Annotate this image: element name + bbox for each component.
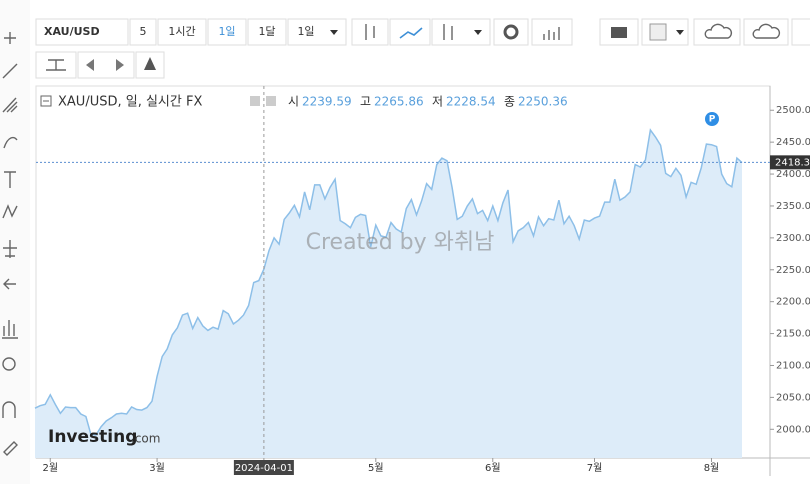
cloud-icon: [704, 23, 733, 39]
cloud-load-button[interactable]: [693, 18, 741, 46]
x-tick-label: 2024-04-01: [235, 463, 293, 474]
x-tick-label: 8월: [704, 462, 720, 474]
left-toolbar[interactable]: [0, 0, 30, 484]
marker-label: P: [709, 115, 716, 125]
top-toolbar: XAU/USD 5 1시간 1일 1달 1일: [35, 18, 810, 79]
bar-icon: [443, 24, 453, 40]
logo-suffix: .com: [131, 432, 160, 446]
ohlc-label: 고: [360, 95, 371, 109]
marks: [34, 86, 770, 458]
y-tick-label: 2350.00: [776, 201, 810, 212]
candle-button[interactable]: [351, 18, 389, 46]
magnet-tool[interactable]: [2, 401, 16, 418]
x-tick-label: 5월: [368, 462, 384, 474]
candle-icon: [365, 24, 375, 40]
fork-tool[interactable]: [2, 97, 18, 113]
camera-icon: [611, 27, 627, 38]
ohlc-value: 2228.54: [446, 95, 496, 109]
ohlc-value: 2250.36: [518, 95, 568, 109]
cloud-save-button[interactable]: [743, 18, 789, 46]
interval-button[interactable]: [207, 18, 247, 46]
y-tick-label: 2000.00: [776, 424, 810, 435]
zoom-tool[interactable]: [2, 357, 16, 371]
lock-tool[interactable]: [3, 441, 18, 456]
interval-button[interactable]: [157, 18, 207, 46]
ohlc-value: 2265.86: [374, 95, 424, 109]
settings-button[interactable]: [493, 18, 529, 46]
interval-label: 1달: [258, 25, 275, 38]
settings-icon[interactable]: [250, 96, 260, 106]
x-crosshair-box: [233, 460, 294, 475]
last-price-label: 2418.35: [775, 157, 810, 168]
fullscreen-button[interactable]: [791, 18, 810, 46]
ohlc-value: 2239.59: [302, 95, 352, 109]
ohlc-label: 시: [288, 95, 299, 109]
y-tick-label: 2500.00: [776, 105, 810, 116]
symbol: XAU/USD: [44, 25, 100, 38]
x-tick-label: 7월: [587, 462, 603, 474]
logo: Investing: [48, 427, 137, 447]
y-tick-label: 2050.00: [776, 392, 810, 403]
close-icon[interactable]: [266, 96, 276, 106]
bar-button[interactable]: [431, 18, 491, 46]
undo-icon: [86, 59, 124, 71]
gear-icon: [503, 24, 519, 40]
dropdown-arrow: [474, 30, 482, 35]
text-tool[interactable]: [4, 171, 16, 188]
back-tool[interactable]: [3, 278, 16, 290]
pattern-tool[interactable]: [2, 204, 18, 219]
study-icon: [543, 27, 560, 40]
range-label: 1일: [297, 24, 314, 38]
price-line: [34, 128, 743, 436]
scale-icon: [46, 59, 66, 71]
interval-label: 1시간: [168, 25, 195, 38]
symbol-box[interactable]: [35, 18, 129, 46]
ohlc-label: 저: [432, 95, 443, 109]
y-tick-label: 2200.00: [776, 297, 810, 308]
measure-tool[interactable]: [3, 240, 17, 258]
interval-button[interactable]: [247, 18, 287, 46]
area-icon: [399, 27, 423, 39]
area-button[interactable]: [389, 18, 431, 46]
y-tick-label: 2150.00: [776, 329, 810, 340]
y-tick-label: 2300.00: [776, 233, 810, 244]
color-swatch: [649, 23, 667, 41]
crosshair-tool[interactable]: [4, 32, 16, 44]
area-fill: [35, 130, 742, 458]
x-tick-label: 6월: [485, 462, 501, 474]
last-price-box: [770, 155, 810, 170]
y-tick-label: 2400.00: [776, 169, 810, 180]
y-tick-label: 2450.00: [776, 137, 810, 148]
cloud-icon: [752, 23, 781, 39]
chart-title: XAU/USD, 일, 실시간 FX: [58, 95, 202, 110]
interval-button[interactable]: [129, 18, 157, 46]
y-tick-label: 2100.00: [776, 360, 810, 371]
x-tick-label: 3월: [149, 462, 165, 474]
alert-icon: [144, 57, 156, 70]
study-button[interactable]: [531, 18, 573, 46]
dropdown-arrow: [676, 30, 684, 35]
dropdown-arrow: [330, 30, 338, 35]
ohlc-label: 종: [504, 95, 515, 109]
interval-label: 1일: [218, 24, 235, 38]
line-tool[interactable]: [2, 63, 18, 79]
x-tick-label: 2월: [42, 462, 58, 474]
marker-badge: [705, 112, 719, 126]
collapse-icon[interactable]: [40, 95, 52, 107]
indicator-tool[interactable]: [2, 320, 18, 339]
interval-label: 5: [140, 25, 147, 38]
brush-tool[interactable]: [3, 136, 18, 149]
watermark: Created by 와취남: [306, 230, 495, 255]
ohlc: 시 2239.59 고 2265.86 저 2228.54 종 2250.36: [288, 95, 568, 109]
y-tick-label: 2250.00: [776, 265, 810, 276]
